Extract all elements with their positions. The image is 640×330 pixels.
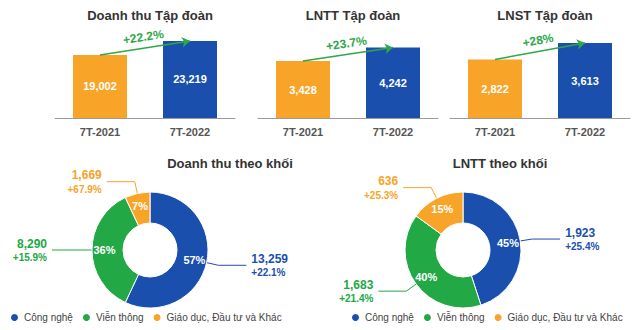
- svg-text:3,613: 3,613: [571, 75, 599, 87]
- svg-text:2,822: 2,822: [481, 83, 509, 95]
- svg-text:LNST Tập đoàn: LNST Tập đoàn: [497, 8, 592, 23]
- svg-text:57%: 57%: [183, 254, 205, 266]
- svg-text:7T-2021: 7T-2021: [80, 126, 120, 138]
- svg-text:636: 636: [378, 174, 398, 188]
- svg-text:+25.4%: +25.4%: [565, 241, 599, 252]
- svg-text:+23.7%: +23.7%: [325, 33, 368, 53]
- svg-text:13,259: 13,259: [251, 252, 288, 266]
- svg-text:3,428: 3,428: [289, 84, 317, 96]
- svg-text:4,242: 4,242: [379, 77, 407, 89]
- svg-text:7T-2022: 7T-2022: [565, 126, 605, 138]
- svg-text:7%: 7%: [132, 200, 148, 212]
- svg-text:LNTT Tập đoàn: LNTT Tập đoàn: [306, 8, 401, 23]
- svg-text:7T-2021: 7T-2021: [283, 126, 323, 138]
- svg-text:45%: 45%: [497, 237, 519, 249]
- svg-text:Doanh thu theo khối: Doanh thu theo khối: [167, 156, 293, 171]
- svg-text:LNTT theo khối: LNTT theo khối: [453, 156, 548, 171]
- svg-text:+28%: +28%: [522, 31, 555, 50]
- svg-text:Giáo dục, Đầu tư và Khác: Giáo dục, Đầu tư và Khác: [167, 312, 282, 323]
- svg-text:1,923: 1,923: [565, 226, 595, 240]
- svg-text:Giáo dục, Đầu tư và Khác: Giáo dục, Đầu tư và Khác: [508, 312, 623, 323]
- svg-text:40%: 40%: [415, 271, 437, 283]
- svg-text:1,683: 1,683: [343, 278, 373, 292]
- svg-text:19,002: 19,002: [83, 80, 117, 92]
- svg-text:+22.2%: +22.2%: [122, 27, 165, 47]
- svg-text:+15.9%: +15.9%: [13, 252, 47, 263]
- svg-text:36%: 36%: [93, 244, 115, 256]
- svg-text:7T-2021: 7T-2021: [475, 126, 515, 138]
- svg-text:Doanh thu Tập đoàn: Doanh thu Tập đoàn: [87, 8, 213, 23]
- svg-text:15%: 15%: [431, 203, 453, 215]
- svg-text:+21.4%: +21.4%: [339, 293, 373, 304]
- svg-text:7T-2022: 7T-2022: [373, 126, 413, 138]
- svg-text:Viễn thông: Viễn thông: [96, 311, 144, 323]
- svg-text:+67.9%: +67.9%: [68, 184, 102, 195]
- svg-text:7T-2022: 7T-2022: [170, 126, 210, 138]
- svg-text:23,219: 23,219: [173, 73, 207, 85]
- svg-text:Công nghệ: Công nghệ: [365, 312, 414, 323]
- svg-text:Viễn thông: Viễn thông: [437, 311, 485, 323]
- svg-text:1,669: 1,669: [72, 168, 102, 182]
- svg-text:+22.1%: +22.1%: [251, 267, 285, 278]
- svg-text:+25.3%: +25.3%: [364, 190, 398, 201]
- svg-text:Công nghệ: Công nghệ: [24, 312, 73, 323]
- svg-text:8,290: 8,290: [17, 237, 47, 251]
